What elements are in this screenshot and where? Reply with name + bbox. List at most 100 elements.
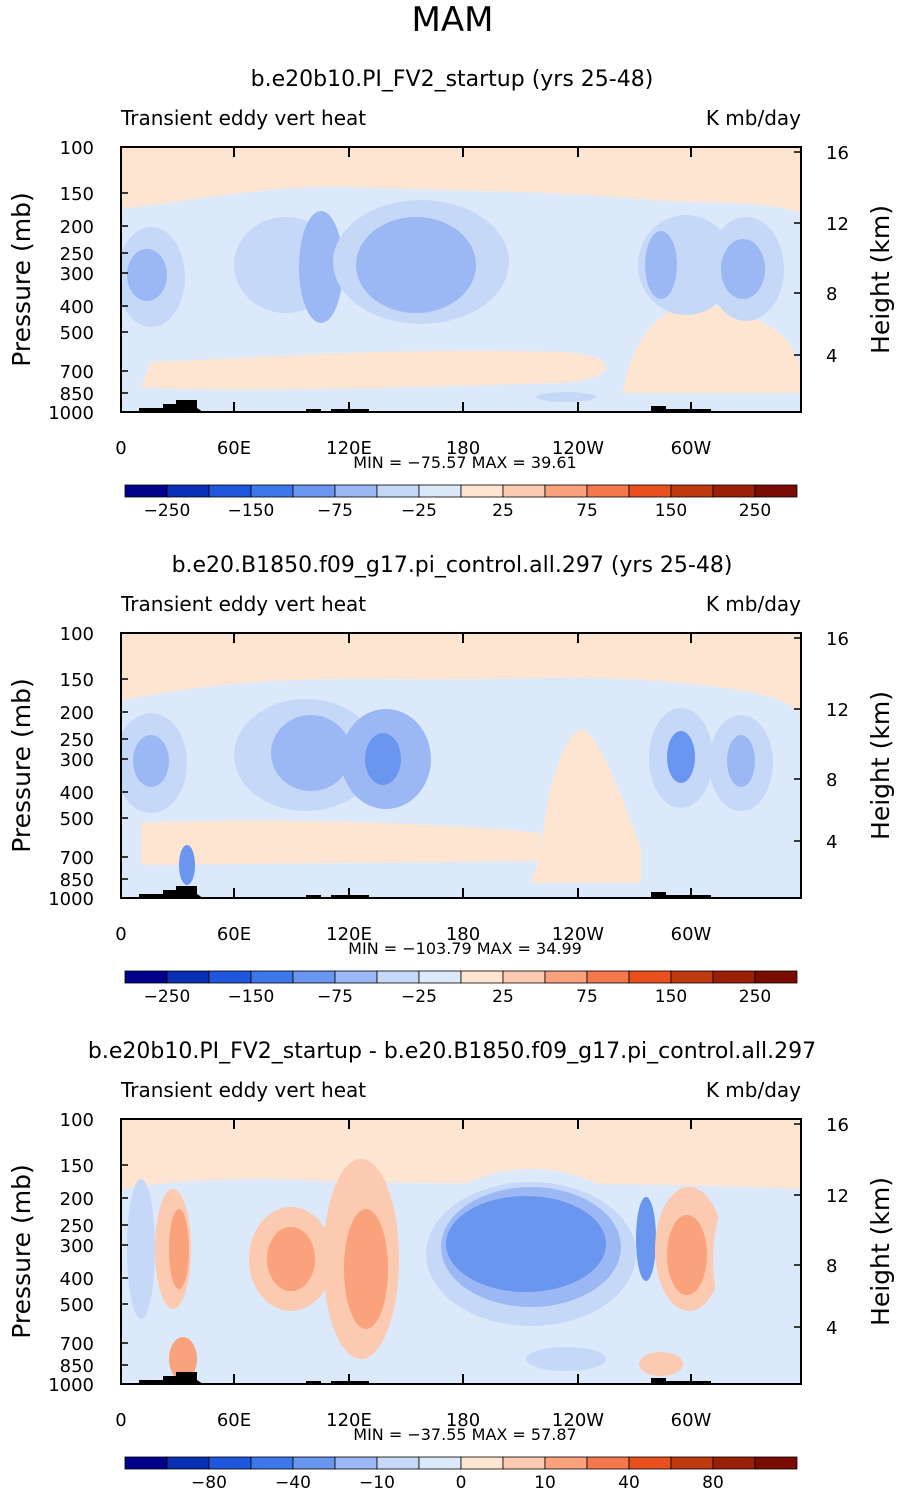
contour-region (713, 1199, 753, 1319)
panel-title: b.e20.B1850.f09_g17.pi_control.all.297 (… (172, 553, 733, 578)
colorbar-swatch (502, 484, 546, 498)
y-axis-label: Pressure (mb) (7, 678, 36, 852)
contour-region (121, 393, 801, 412)
colorbar-swatch (418, 1456, 462, 1470)
panel-title: b.e20b10.PI_FV2_startup (yrs 25-48) (251, 67, 654, 92)
panel-title: b.e20b10.PI_FV2_startup - b.e20.B1850.f0… (88, 1039, 816, 1064)
y-right-axis-label: Height (km) (866, 691, 895, 840)
y-tick-label: 400 (60, 783, 94, 804)
colorbar-label: 25 (492, 501, 514, 521)
colorbar-label: −80 (191, 1473, 227, 1493)
contour-region (639, 1352, 683, 1376)
y-tick-label: 850 (60, 1356, 94, 1377)
contour-region (526, 1347, 606, 1371)
y-tick-label: 250 (60, 1216, 94, 1237)
y-tick-label: 300 (60, 264, 94, 285)
colorbar-swatch (586, 970, 630, 984)
colorbar-swatch (292, 1456, 336, 1470)
x-tick-label: 60E (217, 438, 251, 459)
colorbar-label: 250 (739, 987, 771, 1007)
x-tick-label: 120W (552, 1410, 604, 1431)
colorbar-swatch (334, 970, 378, 984)
contour-region (271, 715, 351, 791)
colorbar-swatch (376, 970, 420, 984)
colorbar-swatch (670, 1456, 714, 1470)
y-tick-label: 500 (60, 809, 94, 830)
colorbar-swatch (124, 1456, 168, 1470)
y-tick-label: 250 (60, 244, 94, 265)
colorbar-swatch (208, 1456, 252, 1470)
y-axis-label: Pressure (mb) (7, 192, 36, 366)
colorbar-swatch (376, 484, 420, 498)
x-tick-label: 180 (446, 924, 480, 945)
y-tick-label: 250 (60, 730, 94, 751)
colorbar-swatch (334, 1456, 378, 1470)
subtitle-right: K mb/day (706, 106, 801, 130)
y-tick-label: 850 (60, 384, 94, 405)
x-tick-label: 60W (671, 924, 712, 945)
colorbar-swatch (586, 1456, 630, 1470)
contour-region (127, 249, 167, 301)
colorbar-swatch (712, 970, 756, 984)
y-tick-label: 1000 (48, 1375, 94, 1396)
contour-region (645, 231, 677, 299)
contour-region (621, 304, 801, 397)
y-tick-label: 1000 (48, 889, 94, 910)
colorbar-swatch (292, 970, 336, 984)
colorbar-swatch (292, 484, 336, 498)
y-tick-label: 400 (60, 1269, 94, 1290)
colorbar-swatch (418, 970, 462, 984)
colorbar-label: −10 (359, 1473, 395, 1493)
colorbar-swatch (250, 484, 294, 498)
min-max-label: MIN = −37.55 MAX = 57.87 (353, 1425, 576, 1444)
colorbar-label: 10 (534, 1473, 556, 1493)
y-right-tick-label: 16 (826, 629, 849, 650)
contour-region (267, 1227, 315, 1291)
contour-region (169, 1337, 197, 1381)
y-tick-label: 850 (60, 870, 94, 891)
y-tick-label: 150 (60, 1156, 94, 1177)
colorbar-label: −75 (317, 501, 353, 521)
y-right-tick-label: 12 (826, 1186, 849, 1207)
contour-region (299, 211, 343, 323)
x-tick-label: 0 (115, 924, 126, 945)
colorbar-swatch (334, 484, 378, 498)
colorbar-label: −25 (401, 987, 437, 1007)
colorbar-label: −250 (144, 987, 191, 1007)
colorbar-swatch (544, 970, 588, 984)
contour-region (141, 350, 606, 390)
y-tick-label: 1000 (48, 403, 94, 424)
colorbar-label: 75 (576, 987, 598, 1007)
y-tick-label: 100 (60, 138, 94, 159)
contour-region (356, 217, 476, 313)
colorbar-swatch (586, 484, 630, 498)
plot-frame (120, 1118, 802, 1385)
y-right-tick-label: 12 (826, 214, 849, 235)
contour-region (179, 845, 195, 885)
contour-field (121, 1119, 801, 1384)
panel-1: b.e20b10.PI_FV2_startup (yrs 25-48) Trans… (7, 67, 895, 521)
contour-region (127, 1179, 155, 1319)
colorbar-swatch (250, 1456, 294, 1470)
contour-region (667, 731, 695, 783)
colorbar-swatch (124, 484, 168, 498)
x-tick-label: 120E (326, 1410, 372, 1431)
contour-region (365, 733, 401, 785)
x-tick-label: 180 (446, 1410, 480, 1431)
colorbar-swatch (712, 484, 756, 498)
colorbar-swatch (208, 484, 252, 498)
x-tick-label: 120W (552, 438, 604, 459)
x-tick-label: 180 (446, 438, 480, 459)
panel-2: b.e20.B1850.f09_g17.pi_control.all.297 (… (7, 553, 895, 1007)
topography-mask (139, 400, 203, 412)
y-tick-label: 700 (60, 362, 94, 383)
colorbar-swatch (166, 970, 210, 984)
min-max-label: MIN = −75.57 MAX = 39.61 (353, 453, 576, 472)
x-tick-label: 120E (326, 924, 372, 945)
colorbar-label: 0 (456, 1473, 467, 1493)
contour-region (446, 1196, 606, 1292)
colorbar-swatch (754, 970, 798, 984)
y-tick-label: 300 (60, 750, 94, 771)
colorbar-swatch (628, 1456, 672, 1470)
